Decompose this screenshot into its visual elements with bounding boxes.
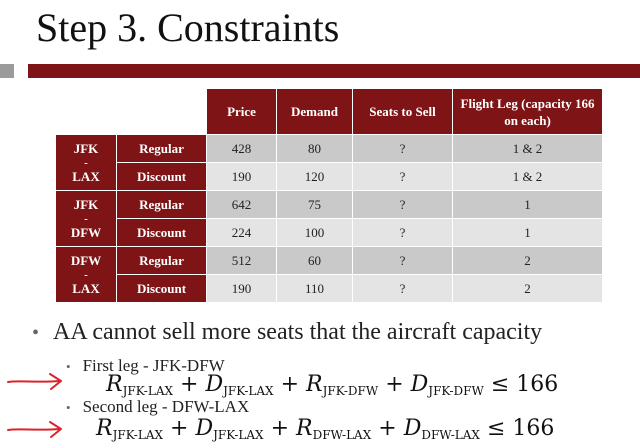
seats-cell: ?: [352, 162, 453, 191]
price-cell: 642: [206, 190, 277, 219]
sub-bullet-first-leg: • First leg - JFK-DFW: [66, 356, 225, 377]
table-row: Discount 190 110 ? 2: [56, 274, 603, 303]
eq-var: R: [306, 372, 323, 397]
price-cell: 190: [206, 162, 277, 191]
title-underline-bar: [28, 64, 640, 78]
header-seats-to-sell: Seats to Sell: [352, 88, 453, 135]
table-row: DFW - LAX Regular 512 60 ? 2: [55, 246, 603, 303]
eq-relation: ≤: [486, 416, 506, 441]
fare-class: Regular: [116, 246, 207, 275]
leg-cell: 2: [452, 274, 603, 303]
route-origin: JFK: [73, 196, 99, 212]
leg-cell: 1: [452, 190, 603, 219]
main-bullet: • AA cannot sell more seats that the airc…: [32, 318, 542, 347]
eq-rhs: 166: [516, 372, 559, 397]
price-cell: 512: [206, 246, 277, 275]
eq-subscript: JFK-DFW: [322, 384, 379, 398]
leg-cell: 2: [452, 246, 603, 275]
table-corner: [55, 88, 207, 135]
eq-plus: +: [385, 372, 404, 397]
eq-var: R: [106, 372, 123, 397]
eq-var: D: [403, 416, 422, 441]
title-marker-square: [0, 64, 14, 78]
eq-var: D: [205, 372, 224, 397]
seats-cell: ?: [352, 218, 453, 247]
table-row: JFK - LAX Regular 428 80 ? 1 & 2: [55, 134, 603, 191]
header-flight-leg: Flight Leg (capacity 166 on each): [452, 88, 603, 135]
eq-plus: +: [280, 372, 300, 397]
price-cell: 190: [206, 274, 277, 303]
eq-plus: +: [180, 372, 199, 397]
leg-cell: 1 & 2: [452, 162, 603, 191]
price-cell: 428: [206, 134, 277, 163]
eq-relation: ≤: [490, 372, 510, 397]
route-origin: DFW: [70, 252, 102, 268]
leg-cell: 1 & 2: [452, 134, 603, 163]
table-row: JFK - DFW Regular 642 75 ? 1: [55, 190, 603, 247]
seats-cell: ?: [352, 246, 453, 275]
sub-bullet-text: First leg - JFK-DFW: [82, 356, 225, 375]
header-demand: Demand: [276, 88, 353, 135]
demand-cell: 100: [276, 218, 353, 247]
hand-drawn-arrow-icon: [7, 373, 62, 390]
second-leg-constraint-equation: RJFK-LAX + DJFK-LAX + RDFW-LAX + DDFW-LA…: [96, 416, 554, 448]
slide-title: Step 3. Constraints: [36, 5, 340, 50]
sub-bullet-text: Second leg - DFW-LAX: [82, 397, 250, 416]
route-dash: -: [84, 156, 88, 169]
hand-drawn-arrow-icon: [7, 421, 62, 438]
eq-plus: +: [270, 416, 290, 441]
flights-table: Price Demand Seats to Sell Flight Leg (c…: [55, 88, 603, 303]
demand-cell: 110: [276, 274, 353, 303]
fare-class: Regular: [116, 190, 207, 219]
bullet-dot: •: [32, 322, 40, 344]
header-price: Price: [206, 88, 277, 135]
leg-cell: 1: [452, 218, 603, 247]
eq-var: R: [96, 416, 113, 441]
route-dfw-lax: DFW - LAX: [55, 246, 117, 303]
fare-class: Regular: [116, 134, 207, 163]
route-jfk-lax: JFK - LAX: [55, 134, 117, 191]
seats-cell: ?: [352, 134, 453, 163]
eq-subscript: JFK-LAX: [112, 428, 164, 442]
demand-cell: 75: [276, 190, 353, 219]
eq-rhs: 166: [512, 416, 555, 441]
bullet-dot: •: [66, 400, 71, 415]
table-row: Discount 224 100 ? 1: [56, 218, 603, 247]
eq-var: R: [296, 416, 313, 441]
demand-cell: 120: [276, 162, 353, 191]
route-origin: JFK: [73, 140, 99, 156]
eq-var: D: [195, 416, 214, 441]
bullet-dot: •: [66, 359, 71, 374]
route-dash: -: [84, 212, 88, 225]
eq-subscript: JFK-DFW: [428, 384, 484, 398]
fare-class: Discount: [116, 162, 207, 191]
demand-cell: 60: [276, 246, 353, 275]
sub-bullet-second-leg: • Second leg - DFW-LAX: [66, 397, 249, 418]
table-header-row: Price Demand Seats to Sell Flight Leg (c…: [55, 88, 603, 135]
demand-cell: 80: [276, 134, 353, 163]
eq-subscript: DFW-LAX: [312, 428, 372, 442]
seats-cell: ?: [352, 190, 453, 219]
eq-plus: +: [378, 416, 397, 441]
route-dash: -: [84, 268, 88, 281]
route-destination: LAX: [72, 280, 100, 296]
eq-subscript: JFK-LAX: [223, 384, 274, 398]
main-bullet-text: AA cannot sell more seats that the aircr…: [53, 319, 543, 345]
eq-plus: +: [170, 416, 189, 441]
route-destination: DFW: [70, 224, 102, 240]
price-cell: 224: [206, 218, 277, 247]
eq-subscript: JFK-LAX: [122, 384, 174, 398]
seats-cell: ?: [352, 274, 453, 303]
table-row: Discount 190 120 ? 1 & 2: [56, 162, 603, 191]
eq-subscript: DFW-LAX: [421, 428, 480, 442]
eq-subscript: JFK-LAX: [213, 428, 264, 442]
fare-class: Discount: [116, 274, 207, 303]
route-jfk-dfw: JFK - DFW: [55, 190, 117, 247]
first-leg-constraint-equation: RJFK-LAX + DJFK-LAX + RJFK-DFW + DJFK-DF…: [106, 372, 558, 404]
route-destination: LAX: [72, 168, 100, 184]
fare-class: Discount: [116, 218, 207, 247]
eq-var: D: [410, 372, 429, 397]
